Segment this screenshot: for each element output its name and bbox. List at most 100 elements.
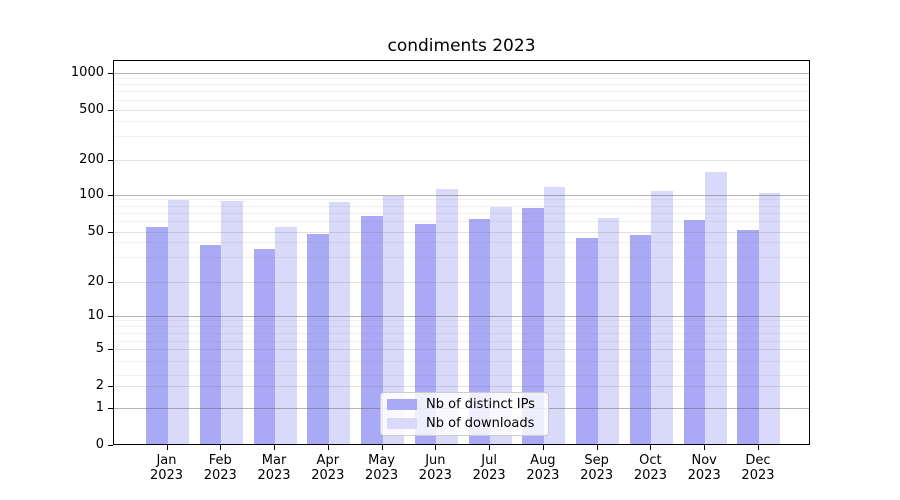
- bar-downloads: [758, 192, 781, 444]
- legend-swatch-distinct-ips: [387, 399, 417, 410]
- gridline: [114, 385, 809, 387]
- grid-layer: [114, 61, 809, 444]
- y-tick-mark: [108, 160, 113, 161]
- x-tick-mark: [274, 445, 276, 450]
- y-tick-label: 200: [79, 152, 104, 167]
- bar-downloads: [543, 187, 566, 444]
- y-tick-mark: [108, 281, 113, 283]
- bar-distinct-ips: [414, 224, 437, 444]
- gridline: [114, 281, 809, 283]
- x-tick-label: Sep 2023: [580, 453, 614, 483]
- plot-area: Nb of distinct IPs Nb of downloads: [113, 60, 810, 445]
- y-tick-label: 5: [95, 341, 104, 356]
- x-tick-mark: [220, 445, 222, 450]
- x-tick-mark: [435, 445, 437, 450]
- bar-distinct-ips: [361, 215, 383, 444]
- y-tick-mark: [108, 407, 113, 409]
- bar-downloads: [275, 227, 297, 444]
- x-tick-label: May 2023: [365, 453, 399, 483]
- x-tick-mark: [704, 445, 706, 450]
- gridline: [114, 231, 809, 233]
- y-tick-label: 20: [87, 273, 104, 289]
- y-tick-mark: [108, 385, 113, 387]
- y-tick-mark: [108, 445, 113, 446]
- gridline: [114, 205, 809, 207]
- bar-distinct-ips: [146, 227, 168, 444]
- gridline: [114, 374, 809, 376]
- gridline: [114, 120, 809, 122]
- bar-downloads: [382, 195, 405, 444]
- gridline: [114, 220, 809, 222]
- x-tick-mark: [381, 445, 383, 450]
- x-tick-label: Jul 2023: [472, 453, 506, 483]
- bar-downloads: [597, 218, 620, 444]
- bar-distinct-ips: [468, 219, 491, 444]
- bar-distinct-ips: [199, 244, 222, 444]
- gridline: [114, 341, 809, 343]
- gridline: [114, 199, 809, 201]
- y-tick-label: 100: [79, 186, 104, 202]
- bar-distinct-ips: [629, 234, 652, 444]
- y-tick-mark: [108, 349, 113, 350]
- gridline: [114, 160, 809, 161]
- x-tick-label: Nov 2023: [687, 453, 721, 483]
- gridline: [114, 257, 809, 259]
- gridline: [114, 78, 809, 80]
- bar-downloads: [221, 201, 243, 444]
- y-tick-label: 50: [87, 223, 104, 239]
- x-tick-label: Feb 2023: [203, 453, 237, 483]
- x-tick-label: Oct 2023: [633, 453, 667, 483]
- bar-downloads: [705, 171, 727, 444]
- x-tick-mark: [489, 445, 491, 450]
- x-tick-label: Mar 2023: [257, 453, 291, 483]
- gridline: [114, 91, 809, 93]
- bar-downloads: [436, 188, 458, 444]
- gridline: [114, 333, 809, 335]
- x-tick-label: Jun 2023: [418, 453, 452, 483]
- y-tick-mark: [108, 110, 113, 111]
- x-tick-mark: [650, 445, 652, 450]
- y-tick-label: 10: [87, 307, 104, 323]
- chart-title: condiments 2023: [387, 36, 536, 56]
- gridline: [114, 320, 809, 322]
- gridline: [114, 212, 809, 214]
- bar-downloads: [167, 200, 189, 444]
- y-tick-label: 2: [95, 377, 104, 393]
- x-tick-label: Apr 2023: [311, 453, 345, 483]
- bar-distinct-ips: [307, 233, 329, 444]
- x-tick-mark: [596, 445, 598, 450]
- bar-distinct-ips: [576, 238, 598, 444]
- bar-distinct-ips: [683, 219, 706, 444]
- gridline: [114, 194, 809, 196]
- gridline: [114, 349, 809, 350]
- y-tick-mark: [108, 194, 113, 196]
- legend: Nb of distinct IPs Nb of downloads: [380, 392, 549, 436]
- gridline: [114, 84, 809, 86]
- legend-swatch-downloads: [387, 418, 417, 429]
- x-tick-label: Dec 2023: [741, 453, 775, 483]
- y-tick-label: 500: [79, 102, 104, 117]
- x-tick-mark: [327, 445, 329, 450]
- y-tick-mark: [108, 315, 113, 317]
- bar-distinct-ips: [253, 249, 276, 444]
- gridline: [114, 315, 809, 317]
- legend-label-distinct-ips: Nb of distinct IPs: [426, 397, 535, 412]
- legend-label-downloads: Nb of downloads: [426, 416, 535, 431]
- bar-downloads: [328, 201, 351, 444]
- y-tick-mark: [108, 72, 113, 74]
- y-tick-mark: [108, 231, 113, 233]
- bar-distinct-ips: [737, 230, 759, 444]
- legend-item-distinct-ips: Nb of distinct IPs: [387, 397, 540, 412]
- gridline: [114, 361, 809, 363]
- x-tick-mark: [166, 445, 168, 450]
- gridline: [114, 326, 809, 328]
- gridline: [114, 99, 809, 101]
- x-tick-label: Jan 2023: [149, 453, 184, 483]
- x-tick-mark: [542, 445, 544, 450]
- bars-layer: [114, 61, 809, 444]
- bar-downloads: [651, 191, 673, 444]
- y-tick-label: 1000: [70, 64, 104, 80]
